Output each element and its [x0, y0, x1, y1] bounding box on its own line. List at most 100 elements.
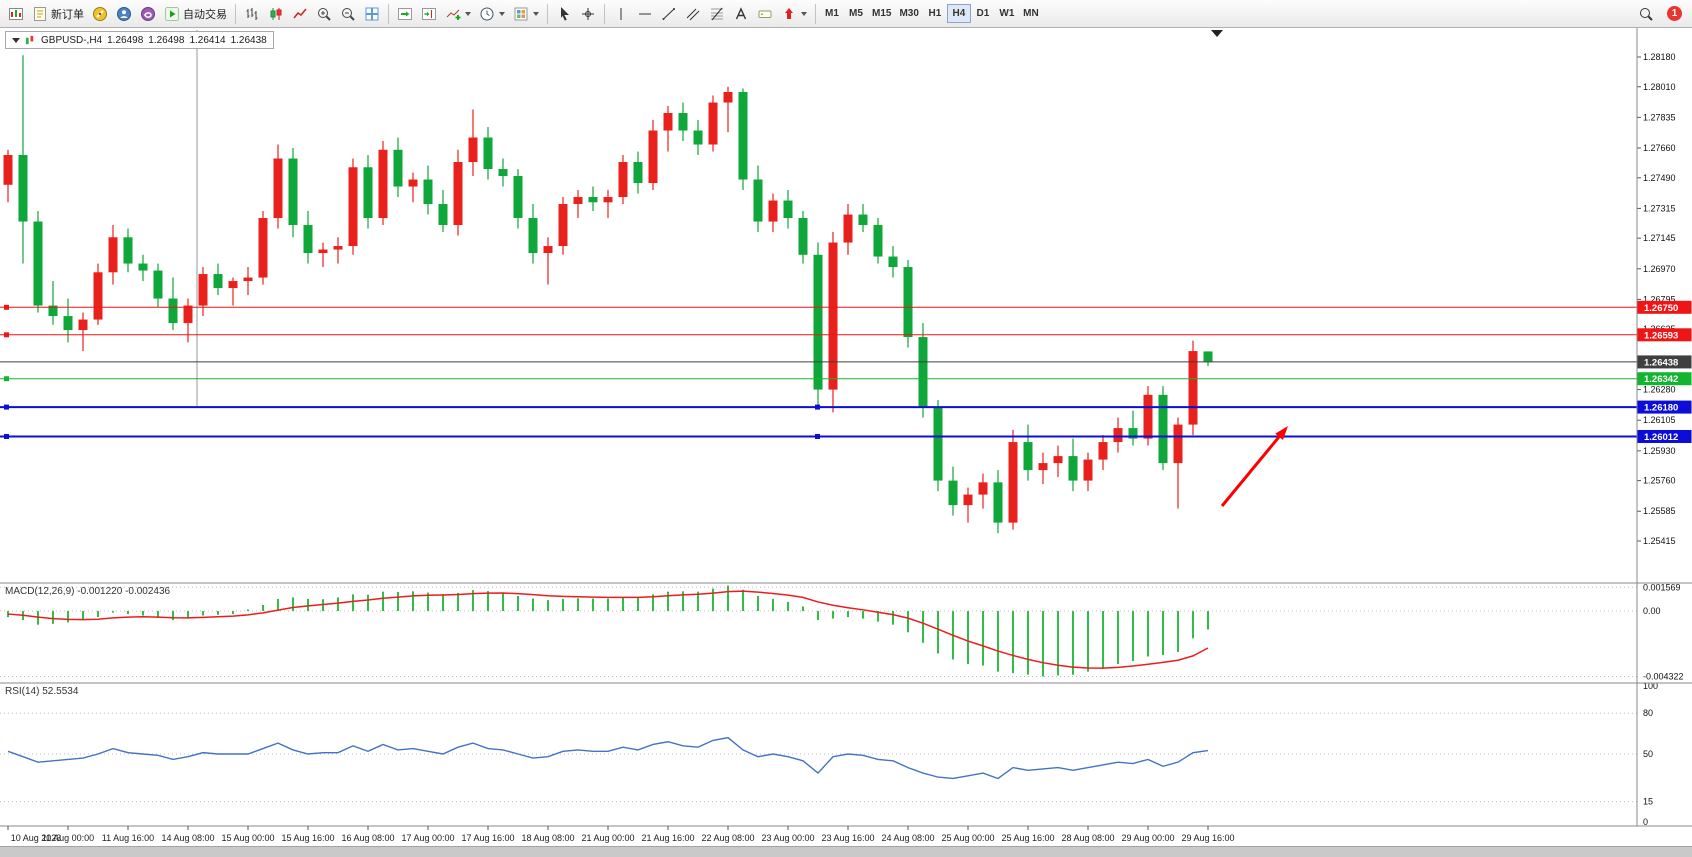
- market-icon: [141, 6, 155, 21]
- trendline-icon: [662, 7, 675, 20]
- trendline-button[interactable]: [657, 2, 681, 26]
- chevron-down-icon: [801, 11, 807, 16]
- auto-trading-play-icon: [165, 6, 179, 21]
- cursor-icon: [561, 6, 569, 21]
- timeframe-m1-button[interactable]: M1: [820, 4, 844, 23]
- chevron-down-icon: [533, 11, 539, 16]
- timeframe-m30-button[interactable]: M30: [895, 4, 922, 23]
- svg-text:1.28180: 1.28180: [1643, 52, 1676, 62]
- panel-separators[interactable]: [0, 28, 1692, 827]
- svg-text:17 Aug 00:00: 17 Aug 00:00: [401, 833, 454, 843]
- label-icon: [758, 10, 772, 18]
- crosshair-button[interactable]: [576, 2, 600, 26]
- auto-scroll-icon: [398, 7, 412, 20]
- timeframe-m5-button[interactable]: M5: [844, 4, 868, 23]
- svg-text:29 Aug 16:00: 29 Aug 16:00: [1181, 833, 1234, 843]
- market-button[interactable]: [136, 2, 160, 26]
- horizontal-lines-layer[interactable]: 1.26750 1.26593 1.26438 1.26342 1.26180 1.260…: [0, 300, 1692, 443]
- notifications-badge[interactable]: 1: [1667, 6, 1682, 21]
- svg-text:23 Aug 00:00: 23 Aug 00:00: [761, 833, 814, 843]
- macd-name: MACD(12,26,9): [5, 586, 75, 597]
- new-chart-button[interactable]: [4, 2, 28, 26]
- close-value: 1.26438: [230, 34, 267, 46]
- zoom-in-button[interactable]: [312, 2, 336, 26]
- horizontal-line-button[interactable]: [633, 2, 657, 26]
- timeframe-d1-button[interactable]: D1: [971, 4, 995, 23]
- new-order-label: 新订单: [51, 8, 84, 21]
- timeframe-w1-button[interactable]: W1: [995, 4, 1019, 23]
- cursor-button[interactable]: [552, 2, 576, 26]
- svg-text:15 Aug 16:00: 15 Aug 16:00: [281, 833, 334, 843]
- tile-windows-button[interactable]: [360, 2, 384, 26]
- scroll-marker-icon: [1211, 30, 1223, 37]
- svg-text:1.25760: 1.25760: [1643, 476, 1676, 486]
- timeframe-h1-button[interactable]: H1: [923, 4, 947, 23]
- indicators-button[interactable]: [441, 2, 475, 26]
- toolbar-separator: [815, 3, 816, 24]
- open-value: 1.26498: [107, 34, 144, 46]
- toolbar-separator: [388, 3, 389, 24]
- chart-markers: [1211, 30, 1223, 37]
- svg-text:1.26750: 1.26750: [1644, 303, 1678, 314]
- chevron-down-icon: [499, 11, 505, 16]
- channel-button[interactable]: [681, 2, 705, 26]
- label-button[interactable]: [753, 2, 777, 26]
- fibonacci-button[interactable]: [705, 2, 729, 26]
- zoom-in-icon: [318, 7, 331, 21]
- arrows-button[interactable]: [777, 2, 811, 26]
- chart-shift-button[interactable]: [417, 2, 441, 26]
- chart-mini-icon: [25, 35, 34, 44]
- templates-icon: [514, 7, 528, 20]
- rsi-panel: 100 80 50 15 0: [0, 681, 1658, 827]
- text-button[interactable]: [729, 2, 753, 26]
- rsi-name: RSI(14): [5, 686, 40, 697]
- svg-text:50: 50: [1643, 749, 1653, 759]
- timeframe-mn-button[interactable]: MN: [1019, 4, 1043, 23]
- svg-text:25 Aug 00:00: 25 Aug 00:00: [941, 833, 994, 843]
- auto-trading-button[interactable]: 自动交易: [160, 2, 231, 26]
- price-axis[interactable]: 1.28180 1.28010 1.27835 1.27660 1.27490 1.273…: [1637, 52, 1676, 546]
- bar-chart-button[interactable]: [240, 2, 264, 26]
- new-order-button[interactable]: 新订单: [28, 2, 88, 26]
- community-button[interactable]: [112, 2, 136, 26]
- chart-canvas[interactable]: 0.0015690.00-0.00432210080501501.281801.…: [0, 28, 1692, 846]
- candlestick-icon: [270, 7, 282, 20]
- svg-text:1.26105: 1.26105: [1643, 415, 1676, 425]
- clock-icon: [480, 7, 494, 20]
- svg-text:23 Aug 16:00: 23 Aug 16:00: [821, 833, 874, 843]
- arrow-annotation[interactable]: [1220, 426, 1288, 507]
- chart-title-box[interactable]: GBPUSD-,H4 1.26498 1.26498 1.26414 1.264…: [5, 31, 274, 49]
- search-button[interactable]: [1634, 2, 1658, 26]
- svg-text:22 Aug 08:00: 22 Aug 08:00: [701, 833, 754, 843]
- templates-button[interactable]: [509, 2, 543, 26]
- text-icon: [735, 6, 747, 19]
- svg-text:100: 100: [1643, 681, 1658, 691]
- person-icon: [117, 6, 131, 21]
- timeframe-h4-button[interactable]: H4: [946, 4, 971, 23]
- zoom-out-button[interactable]: [336, 2, 360, 26]
- svg-text:-0.004322: -0.004322: [1643, 672, 1684, 682]
- metaeditor-button[interactable]: [88, 2, 112, 26]
- line-chart-button[interactable]: [288, 2, 312, 26]
- vertical-line-button[interactable]: [609, 2, 633, 26]
- compass-icon: [93, 6, 107, 21]
- periods-button[interactable]: [475, 2, 509, 26]
- auto-scroll-button[interactable]: [393, 2, 417, 26]
- rsi-value: 52.5534: [42, 686, 79, 697]
- collapse-arrow-icon[interactable]: [12, 37, 20, 43]
- new-chart-icon: [9, 7, 23, 20]
- fibonacci-icon: [711, 7, 723, 20]
- svg-text:21 Aug 16:00: 21 Aug 16:00: [641, 833, 694, 843]
- svg-text:1.27315: 1.27315: [1643, 203, 1676, 213]
- svg-text:80: 80: [1643, 708, 1653, 718]
- new-order-icon: [34, 6, 46, 21]
- candlestick-chart-button[interactable]: [264, 2, 288, 26]
- svg-text:14 Aug 08:00: 14 Aug 08:00: [161, 833, 214, 843]
- svg-text:1.27490: 1.27490: [1643, 173, 1676, 183]
- svg-text:15: 15: [1643, 797, 1653, 807]
- macd-signal-value: -0.002436: [125, 586, 171, 597]
- zoom-out-icon: [342, 7, 355, 21]
- svg-text:1.26342: 1.26342: [1644, 374, 1678, 385]
- timeframe-m15-button[interactable]: M15: [868, 4, 895, 23]
